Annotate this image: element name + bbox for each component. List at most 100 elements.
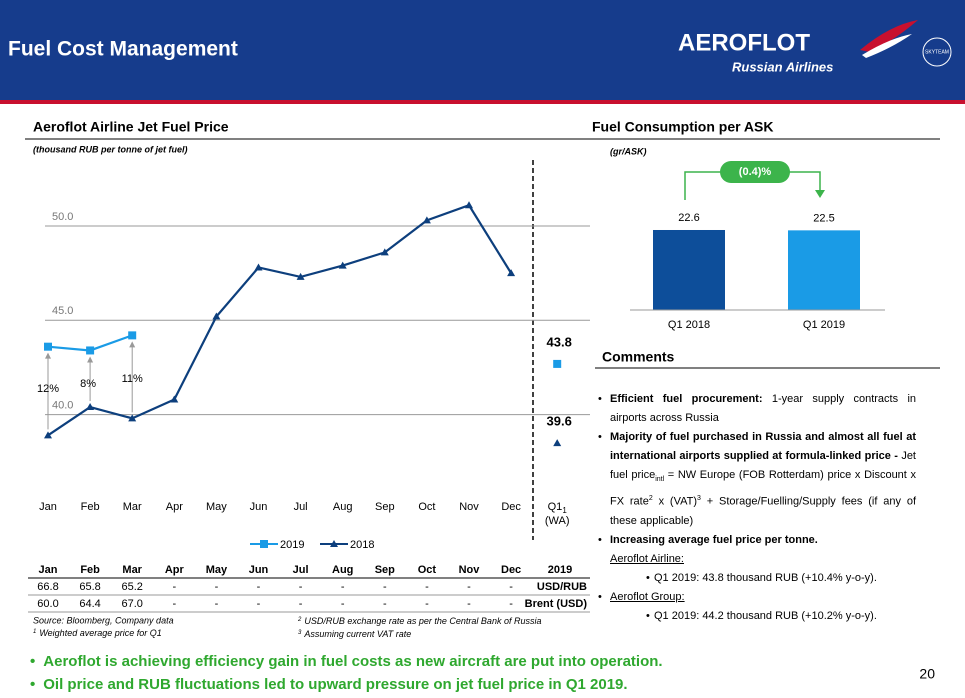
table-cell: -: [425, 581, 429, 593]
y-tick-label: 40.0: [52, 399, 73, 411]
footnote-sup: 3: [298, 630, 302, 636]
footnote: 1 Weighted average price for Q1: [33, 628, 162, 638]
comment-label: Aeroflot Group:: [610, 590, 685, 603]
annotation: (0.4)%: [739, 166, 772, 178]
bottom-bullet-text: Aeroflot is achieving efficiency gain in…: [43, 653, 663, 670]
sub-bullet: •: [646, 609, 650, 622]
value-label: 22.5: [813, 212, 834, 224]
table-cell: -: [215, 598, 219, 610]
sub-bullet: •: [646, 571, 650, 584]
bullet-dot: •: [30, 653, 36, 670]
table-cell: -: [467, 581, 471, 593]
x-tick-label: Q11: [548, 501, 568, 515]
table-cell: -: [215, 581, 219, 593]
table-cell: -: [425, 598, 429, 610]
badge: [922, 37, 952, 67]
x-tick-label: Oct: [418, 501, 435, 513]
marker: [128, 331, 137, 340]
table-header: Feb: [80, 564, 100, 576]
bar: [788, 230, 860, 310]
comment-text: = NW Europe (FOB Rotterdam) price x Disc…: [610, 469, 916, 508]
annotation: 8%: [80, 378, 96, 390]
x-tick-label: Apr: [166, 501, 183, 513]
table-cell: -: [341, 581, 345, 593]
marker: [260, 540, 268, 548]
badge-text: SKYTEAM: [925, 49, 949, 55]
table-cell: 67.0: [121, 598, 142, 610]
table-cell: -: [467, 598, 471, 610]
x-tick-label: (WA): [545, 515, 570, 527]
bottom-bullet: • Oil price and RUB fluctuations led to u…: [30, 673, 663, 696]
annotation-arrowhead: [87, 356, 94, 363]
marker: [380, 248, 389, 256]
marker: [44, 342, 52, 351]
annotation-arrowhead: [45, 352, 51, 359]
comment-text: 1-year supply contracts in airports acro…: [610, 393, 916, 424]
marker: [553, 439, 562, 447]
marker: [553, 359, 562, 368]
marker: [330, 540, 338, 547]
series-line: [47, 203, 513, 437]
table-cell: -: [383, 581, 387, 593]
comment-item: Efficient fuel procurement: 1-year suppl…: [598, 390, 916, 428]
footnote: 3 Assuming current VAT rate: [298, 629, 411, 639]
table-cell: 60.0: [37, 598, 58, 610]
marker: [86, 346, 95, 355]
marker: [44, 431, 52, 439]
logo: AEROFLOT: [678, 29, 810, 56]
bottom-bullet: • Aeroflot is achieving efficiency gain i…: [30, 650, 663, 673]
table-header: Sep: [375, 564, 395, 576]
comment-item: Majority of fuel purchased in Russia and…: [598, 428, 916, 531]
table-cell: USD/RUB: [537, 581, 587, 593]
logo-sub: Russian Airlines: [732, 59, 833, 74]
x-tick-label: Q1 2019: [803, 319, 845, 331]
table-cell: -: [509, 598, 513, 610]
table-cell: -: [172, 581, 176, 593]
comment-label: Aeroflot Airline:: [610, 552, 684, 565]
comments: Efficient fuel procurement: 1-year suppl…: [598, 390, 916, 626]
table-header: Nov: [459, 564, 481, 576]
table-cell: 64.4: [79, 598, 100, 610]
table-cell: -: [383, 598, 387, 610]
footnote-text: Assuming current VAT rate: [303, 629, 411, 639]
comment-item: Increasing average fuel price per tonne.…: [598, 531, 916, 588]
comment-item: Aeroflot Group: •Q1 2019: 44.2 thousand R…: [598, 588, 916, 626]
footnote: 2 USD/RUB exchange rate as per the Centra…: [297, 616, 541, 626]
x-tick-label: Sep: [375, 501, 395, 513]
value-label: 43.8: [547, 334, 572, 349]
footnote-text: Weighted average price for Q1: [39, 628, 161, 638]
comments-title: Comments: [602, 349, 675, 365]
x-tick-label: Dec: [501, 501, 521, 513]
bottom-bullet-text: Oil price and RUB fluctuations led to up…: [43, 676, 628, 693]
page-number: 20: [919, 666, 935, 682]
x-tick-label: Jul: [294, 501, 308, 513]
comment-text: Jet fuel price: [610, 450, 916, 481]
bar: [653, 229, 725, 310]
table-cell: -: [257, 598, 261, 610]
marker: [465, 201, 473, 209]
chart-title: Aeroflot Airline Jet Fuel Price: [33, 119, 229, 135]
footnote-sup: 2: [297, 617, 302, 623]
annotation-pill: [720, 161, 790, 183]
comment-sub: • Q1 2019: 43.8 thousand RUB (+10.4% y-o-…: [610, 569, 916, 588]
comment-text: Majority of fuel purchased in Russia and…: [610, 431, 916, 462]
table-header: May: [206, 564, 228, 576]
marker: [170, 395, 179, 403]
chart-title: Fuel Consumption per ASK: [592, 119, 773, 135]
marker: [507, 269, 516, 277]
logo-flag: [862, 34, 912, 58]
x-tick-label: Jan: [39, 501, 57, 513]
slide-title: Fuel Cost Management: [8, 38, 238, 61]
table-cell: -: [257, 581, 261, 593]
table-cell: -: [299, 598, 303, 610]
x-tick-label: Aug: [333, 501, 353, 513]
marker: [128, 414, 137, 422]
table-cell: -: [341, 598, 345, 610]
table-cell: Brent (USD): [525, 598, 588, 610]
comment-text: 3: [697, 495, 701, 503]
header-stripe: [0, 100, 965, 104]
x-tick-label: Nov: [459, 501, 479, 513]
value-label: 39.6: [547, 414, 572, 429]
comment-sub: • Q1 2019: 44.2 thousand RUB (+10.2% y-o-…: [610, 607, 916, 626]
